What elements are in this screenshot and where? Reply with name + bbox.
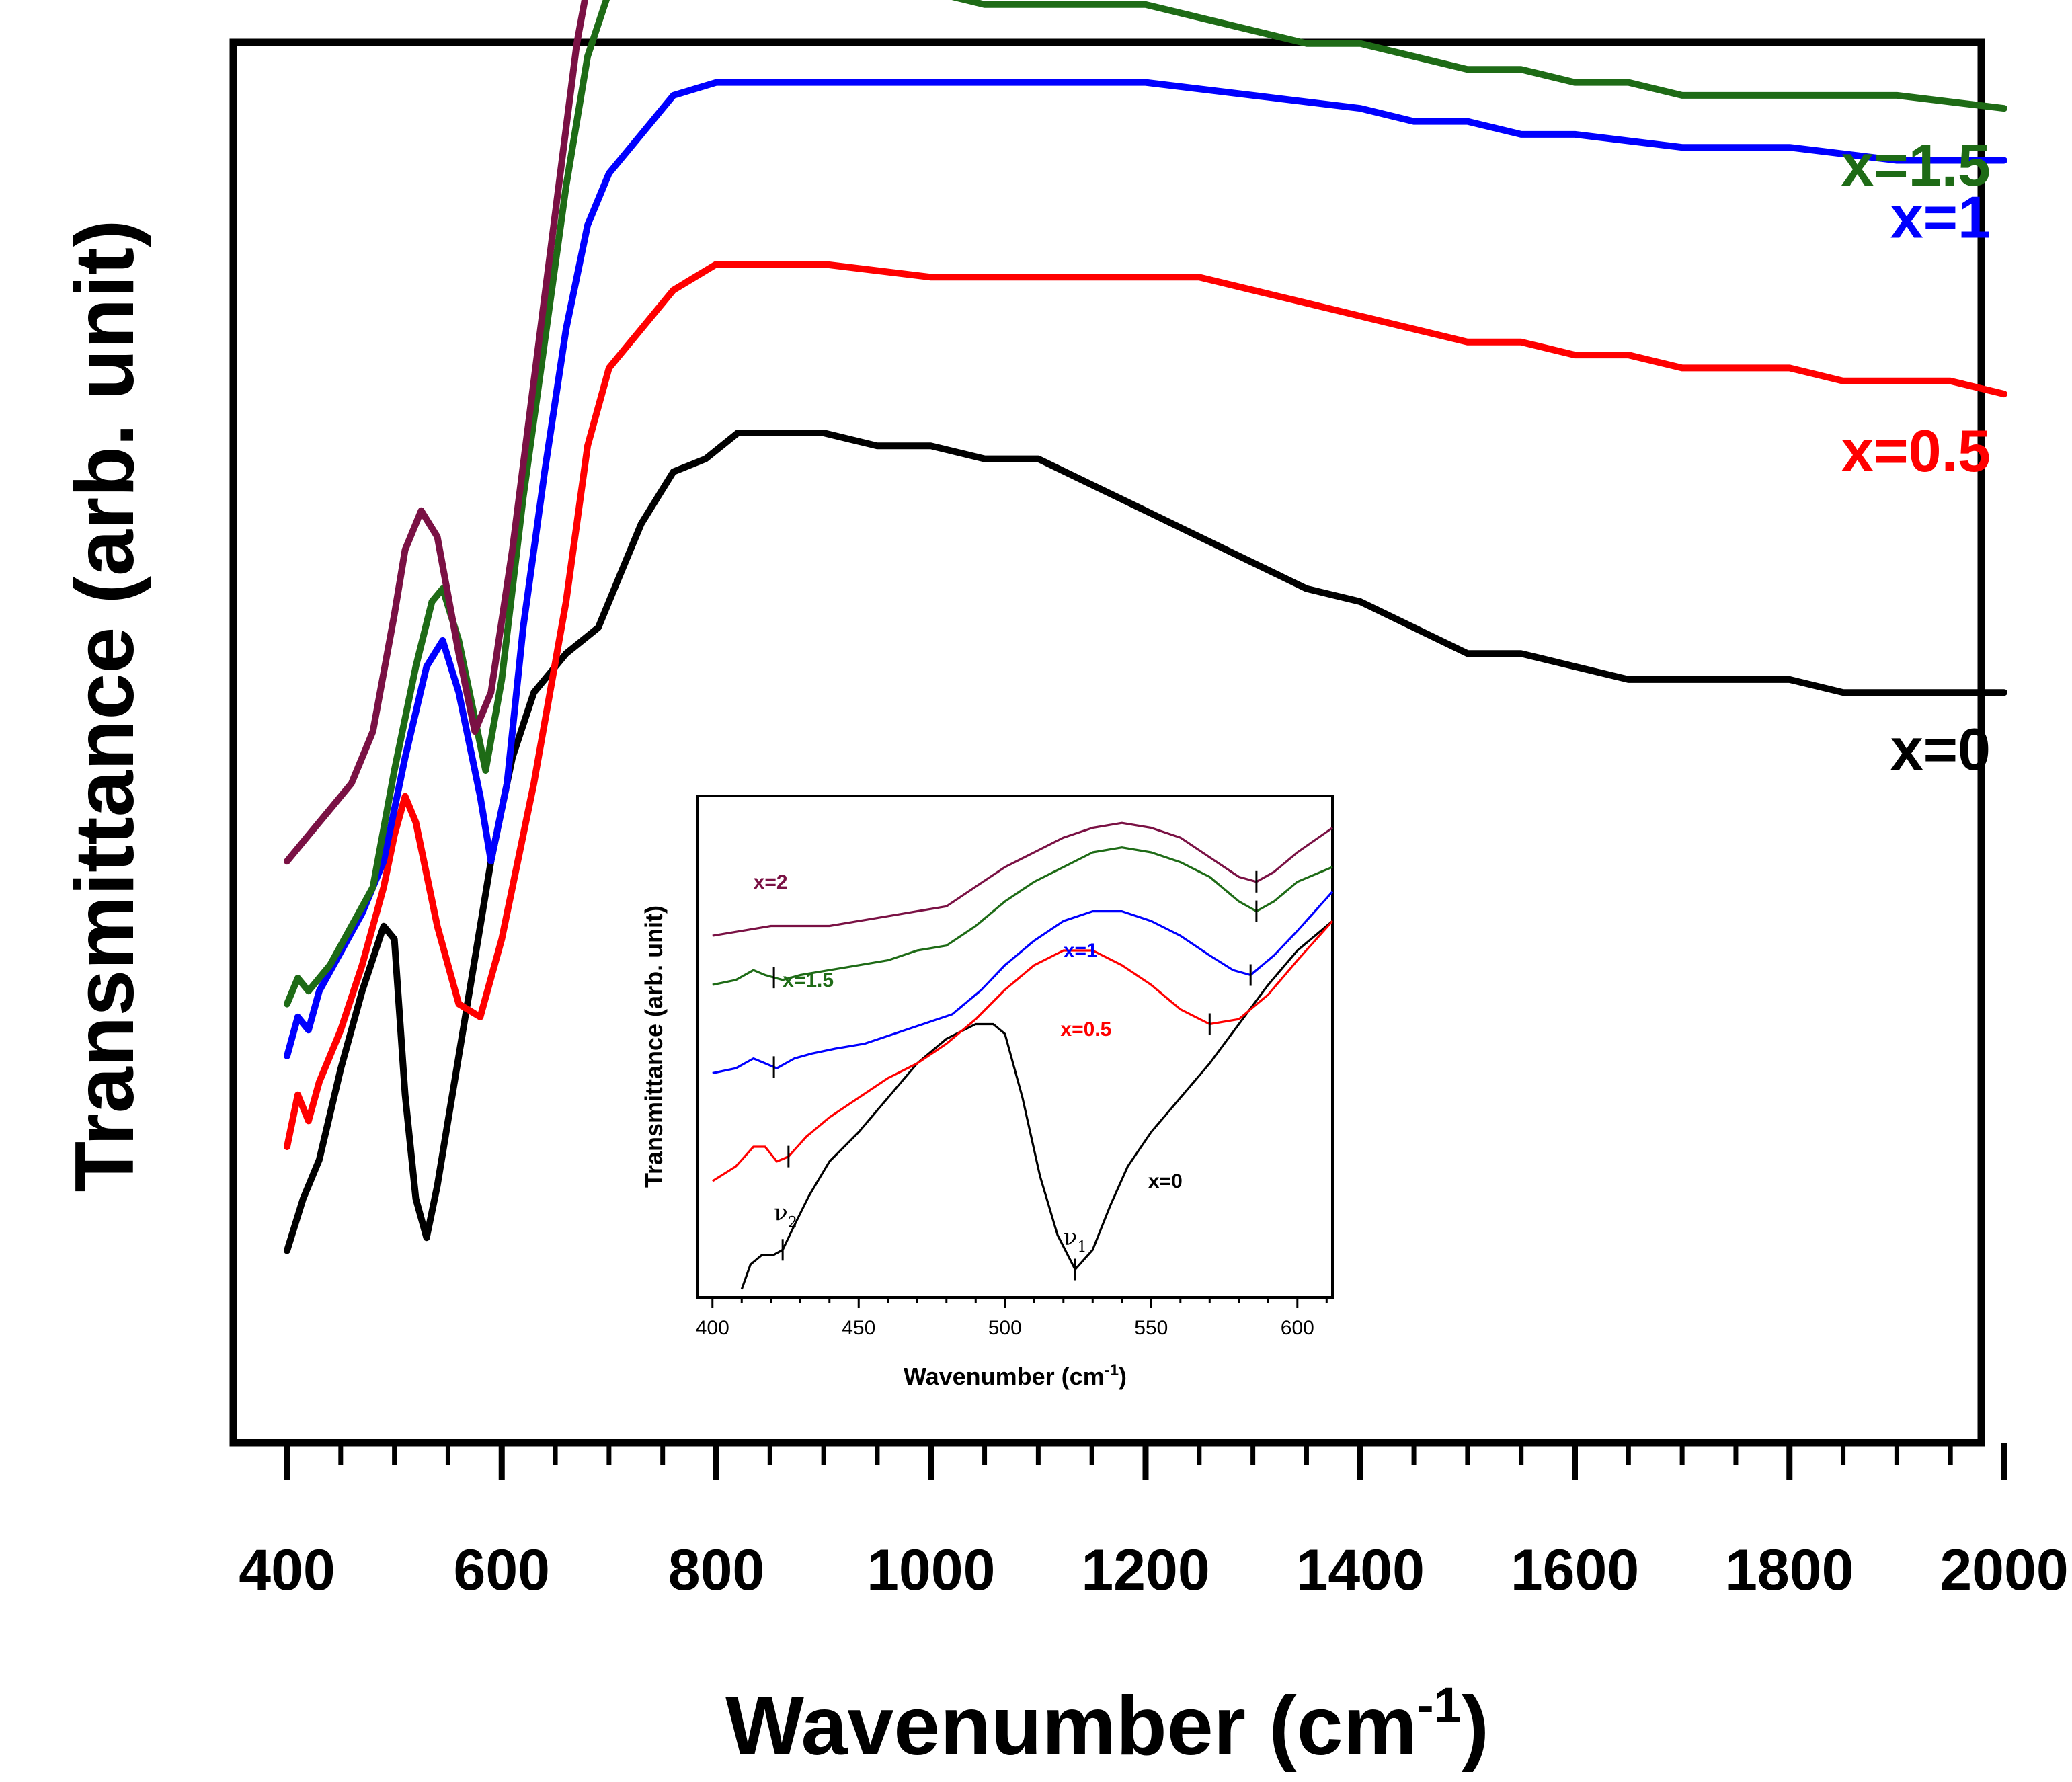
x-tick-label-800: 800 xyxy=(668,1538,765,1603)
x-tick-label-2000: 2000 xyxy=(1940,1538,2068,1603)
inset-series-line-x-1-5 xyxy=(712,846,1333,986)
series-line-x-0 xyxy=(284,430,2007,1254)
inset-series-line-x-2 xyxy=(712,821,1333,937)
series-label-x-0-5: x=0.5 xyxy=(1841,417,1991,484)
inset-plot-area: x=0 x=0.5 x=1 x=1.5 x=2 ν2 ν1 xyxy=(711,821,1334,1290)
x-tick-label-1400: 1400 xyxy=(1296,1538,1425,1603)
main-x-axis-ticks xyxy=(284,1443,2007,1480)
x-tick-label-1600: 1600 xyxy=(1511,1538,1639,1603)
main-x-axis-title: Wavenumber (cm-1) xyxy=(725,1677,1489,1773)
inset-series-label-x-0-5: x=0.5 xyxy=(1060,1018,1111,1041)
inset-y-axis-title: Transmittance (arb. unit) xyxy=(640,905,668,1188)
series-label-x-1-5: x=1.5 xyxy=(1841,132,1991,198)
inset-series-label-x-1: x=1 xyxy=(1064,940,1098,962)
inset-x-tick-label-500: 500 xyxy=(988,1317,1022,1339)
inset-x-axis-tick-labels: 400 450 500 550 600 xyxy=(696,1317,1314,1339)
main-plot-area: x=0x=0.5x=1x=1.5x=2 xyxy=(284,0,2007,1254)
inset-plot-frame xyxy=(696,795,1334,1299)
inset-chart: 400 450 500 550 600 x=0x=0.5x=1x=1.5x=2ν2ν1 … xyxy=(640,795,1334,1390)
inset-series-label-x-2: x=2 xyxy=(754,871,788,893)
main-x-axis-tick-labels: 400 600 800 1000 1200 1400 1600 1800 2000 xyxy=(239,1538,2068,1603)
inset-series-label-x-0: x=0 xyxy=(1148,1170,1183,1192)
main-y-axis-title: Transmittance (arb. unit) xyxy=(58,220,151,1192)
inset-series-line-x-0 xyxy=(740,920,1334,1290)
x-tick-label-400: 400 xyxy=(239,1538,335,1603)
inset-x-tick-label-600: 600 xyxy=(1281,1317,1314,1339)
series-line-x-1 xyxy=(284,79,2007,1059)
x-tick-label-1000: 1000 xyxy=(867,1538,995,1603)
inset-x-tick-label-400: 400 xyxy=(696,1317,729,1339)
inset-x-tick-label-450: 450 xyxy=(842,1317,875,1339)
x-tick-label-1800: 1800 xyxy=(1725,1538,1854,1603)
inset-annotation-nu-1: ν1 xyxy=(1064,1224,1087,1256)
x-tick-label-1200: 1200 xyxy=(1081,1538,1209,1603)
inset-series-label-x-1-5: x=1.5 xyxy=(783,969,834,991)
main-plot-frame xyxy=(229,38,1985,1447)
series-line-x-1-5 xyxy=(284,0,2007,1008)
inset-x-axis-title: Wavenumber (cm-1) xyxy=(904,1361,1127,1390)
series-label-x-0: x=0 xyxy=(1890,716,1991,782)
series-label-x-1: x=1 xyxy=(1890,184,1991,250)
inset-x-axis-ticks xyxy=(711,1297,1328,1308)
inset-annotation-nu-2: ν2 xyxy=(774,1200,797,1231)
inset-series-line-x-1 xyxy=(712,891,1334,1075)
inset-x-tick-label-550: 550 xyxy=(1134,1317,1168,1339)
series-line-x-0-5 xyxy=(284,261,2007,1150)
x-tick-label-600: 600 xyxy=(454,1538,551,1603)
series-line-x-2 xyxy=(284,0,588,865)
